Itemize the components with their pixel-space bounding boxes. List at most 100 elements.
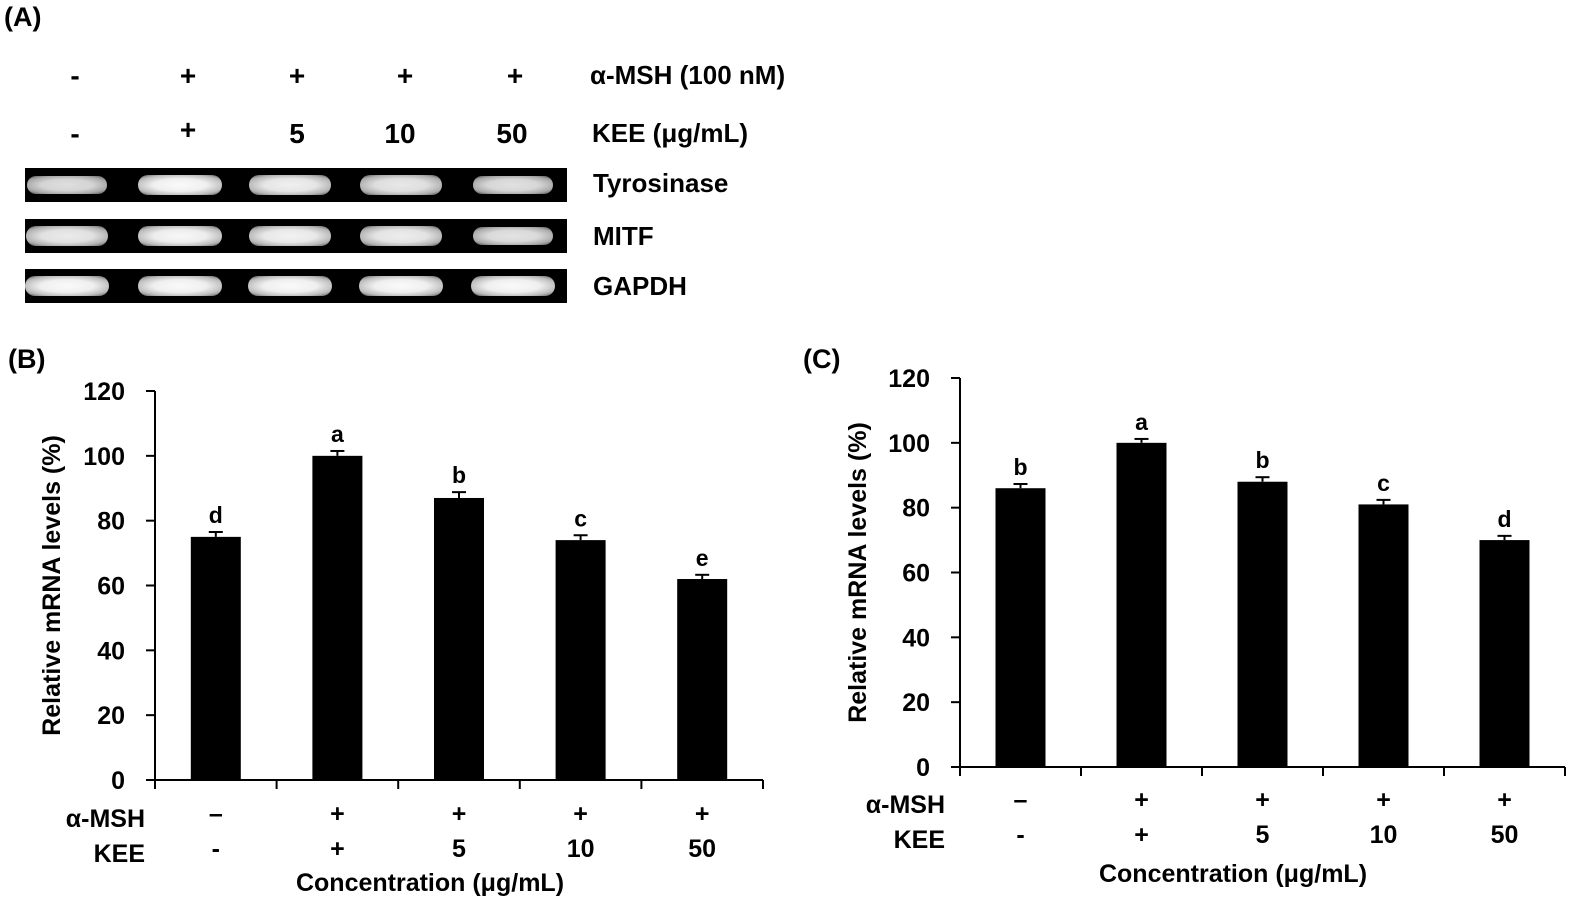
- y-tick-label: 0: [111, 767, 125, 795]
- msh-sign-lane-4: +: [396, 60, 414, 91]
- y-tick-label: 120: [888, 365, 930, 393]
- kee-row-label: KEE: [894, 826, 945, 854]
- msh-row-value: +: [452, 800, 467, 828]
- y-tick-label: 60: [97, 573, 125, 601]
- significance-letter: b: [452, 462, 466, 488]
- gel-band: [26, 226, 108, 246]
- y-axis-title: Relative mRNA levels (%): [38, 435, 66, 736]
- gel-band: [248, 175, 332, 195]
- msh-sign-lane-2: +: [179, 60, 197, 91]
- bar: [1237, 481, 1288, 767]
- kee-row-value: +: [330, 835, 345, 863]
- kee-row-value: 50: [688, 835, 716, 863]
- msh-row-value: +: [1376, 786, 1391, 814]
- gel-band: [26, 175, 108, 195]
- kee-row-value: 5: [1256, 821, 1270, 849]
- gene-label-gapdh: GAPDH: [593, 271, 687, 301]
- msh-row-value: +: [1497, 786, 1512, 814]
- msh-row-label: α-MSH: [866, 791, 945, 819]
- panel-b-label: (B): [8, 344, 46, 374]
- y-tick-label: 20: [97, 702, 125, 730]
- y-tick-label: 20: [902, 689, 930, 717]
- kee-sign-lane-5: 50: [496, 118, 528, 149]
- bar: [995, 488, 1046, 767]
- gel-band: [471, 275, 555, 297]
- y-tick-label: 80: [902, 495, 930, 523]
- gel-band: [360, 175, 442, 195]
- kee-row-label: KEE: [94, 840, 145, 868]
- bar: [1358, 504, 1409, 767]
- x-axis-title: Concentration (μg/mL): [1099, 860, 1367, 888]
- kee-row-value: +: [1134, 821, 1149, 849]
- gel-band: [138, 174, 222, 196]
- y-tick-label: 60: [902, 560, 930, 588]
- bar: [1116, 442, 1167, 767]
- significance-letter: c: [1377, 470, 1390, 496]
- y-tick-label: 40: [97, 637, 125, 665]
- y-axis-title: Relative mRNA levels (%): [844, 422, 872, 723]
- significance-letter: a: [331, 421, 344, 447]
- significance-letter: a: [1135, 409, 1148, 435]
- bar: [677, 579, 728, 780]
- y-tick-label: 100: [888, 430, 930, 458]
- significance-letter: d: [1497, 506, 1511, 532]
- x-axis-title: Concentration (μg/mL): [296, 869, 564, 897]
- kee-sign-lane-1: -: [70, 118, 80, 149]
- y-tick-label: 80: [97, 508, 125, 536]
- gene-label-mitf: MITF: [593, 221, 654, 251]
- gel-band: [248, 226, 332, 246]
- msh-row-value: +: [695, 800, 710, 828]
- significance-letter: c: [574, 505, 587, 531]
- gel-strip-tyrosinase: [25, 168, 567, 202]
- kee-sign-lane-2: +: [179, 114, 197, 145]
- gel-band: [472, 226, 554, 246]
- msh-row-label: α-MSH: [66, 805, 145, 833]
- gene-label-tyrosinase: Tyrosinase: [593, 168, 729, 198]
- y-tick-label: 40: [902, 624, 930, 652]
- msh-row-value: +: [330, 800, 345, 828]
- gel-band: [138, 225, 222, 247]
- msh-sign-lane-1: -: [70, 60, 80, 91]
- significance-letter: b: [1013, 454, 1027, 480]
- significance-letter: b: [1255, 447, 1269, 473]
- kee-row-value: 5: [452, 835, 466, 863]
- y-tick-label: 100: [83, 443, 125, 471]
- panel-a-label: (A): [4, 2, 42, 32]
- msh-row-label: α-MSH (100 nM): [590, 60, 786, 90]
- bar: [434, 497, 484, 780]
- y-tick-label: 120: [83, 378, 125, 406]
- gel-band: [359, 275, 443, 297]
- kee-row-label: KEE (μg/mL): [592, 118, 749, 148]
- bar: [190, 536, 241, 780]
- y-tick-label: 0: [916, 754, 930, 782]
- kee-sign-lane-3: 5: [289, 118, 305, 149]
- kee-row-value: 50: [1491, 821, 1519, 849]
- kee-sign-lane-4: 10: [384, 118, 416, 149]
- msh-row-value: +: [1255, 786, 1270, 814]
- kee-row-value: -: [212, 835, 220, 863]
- msh-row-value: +: [573, 800, 588, 828]
- gel-band: [472, 175, 554, 195]
- panel-c-label: (C): [803, 344, 841, 374]
- kee-row-value: 10: [567, 835, 595, 863]
- gel-band: [25, 275, 109, 297]
- gel-band: [248, 275, 332, 297]
- significance-letter: e: [696, 545, 709, 571]
- gel-band: [360, 226, 442, 246]
- msh-row-value: –: [209, 800, 223, 828]
- kee-row-value: -: [1016, 821, 1024, 849]
- msh-row-value: +: [1134, 786, 1149, 814]
- bar: [312, 455, 363, 780]
- gel-strip-gapdh: [25, 269, 567, 303]
- msh-row-value: –: [1014, 786, 1028, 814]
- bar: [555, 540, 606, 780]
- bar: [1479, 540, 1530, 767]
- gel-band: [138, 275, 222, 297]
- gel-strip-mitf: [25, 219, 567, 253]
- kee-row-value: 10: [1370, 821, 1398, 849]
- significance-letter: d: [209, 502, 223, 528]
- msh-sign-lane-5: +: [506, 60, 524, 91]
- msh-sign-lane-3: +: [288, 60, 306, 91]
